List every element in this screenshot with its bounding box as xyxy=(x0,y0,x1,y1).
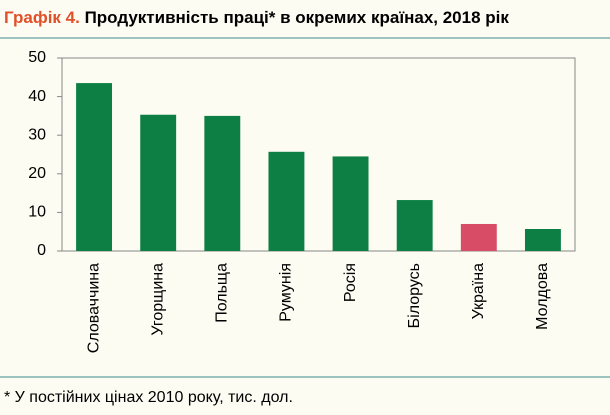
x-tick-label: Україна xyxy=(470,263,487,320)
x-tick-label: Польща xyxy=(214,263,231,323)
y-tick-label: 30 xyxy=(28,126,46,143)
y-tick-label: 20 xyxy=(28,165,46,182)
bar xyxy=(268,151,305,251)
y-tick-label: 40 xyxy=(28,88,46,105)
bar xyxy=(396,200,433,251)
y-tick-label: 50 xyxy=(28,49,46,66)
y-tick-label: 10 xyxy=(28,204,46,221)
title-number: Графік 4. xyxy=(4,8,80,27)
x-tick-label: Білорусь xyxy=(406,263,423,328)
footnote: * У постійних цінах 2010 року, тис. дол. xyxy=(4,389,293,406)
bar xyxy=(332,156,369,251)
bar xyxy=(76,83,113,251)
plot-frame xyxy=(61,57,576,252)
x-tick-label: Росія xyxy=(342,263,359,302)
chart-title: Графік 4. Продуктивність праці* в окреми… xyxy=(4,8,509,27)
bar xyxy=(204,115,241,252)
y-tick-label: 0 xyxy=(37,242,46,259)
bar xyxy=(460,223,497,251)
x-tick-label: Угорщина xyxy=(149,263,166,336)
bar xyxy=(140,114,177,251)
bar xyxy=(524,228,561,251)
x-tick-label: Молдова xyxy=(534,263,551,330)
x-tick-label: Румунія xyxy=(278,263,295,322)
x-tick-label: Словаччина xyxy=(85,263,102,353)
title-text: Продуктивність праці* в окремих країнах,… xyxy=(85,8,510,27)
